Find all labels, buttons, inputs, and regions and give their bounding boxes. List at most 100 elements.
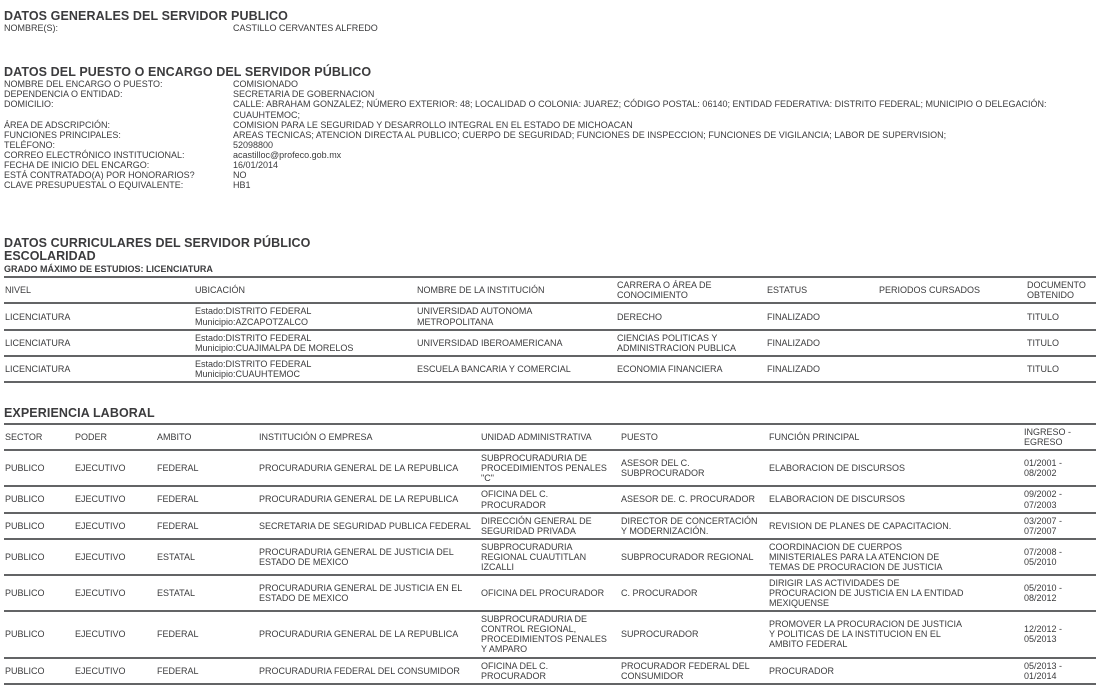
cell-ubicacion: Estado:DISTRITO FEDERAL Municipio:CUAUHT… [195,358,312,379]
cell-poder: EJECUTIVO [75,665,126,676]
experiencia-table: SECTOR PODER AMBITO INSTITUCIÓN O EMPRES… [4,423,1096,685]
cell-unidad: SUBPROCURADURIA DE PROCEDIMIENTOS PENALE… [481,453,607,484]
section-puesto-title: DATOS DEL PUESTO O ENCARGO DEL SERVIDOR … [4,65,372,80]
table-row: PUBLICO EJECUTIVO FEDERAL PROCURADURIA G… [4,450,1096,486]
col-header-ingreso-egreso: INGRESO - EGRESO [1024,427,1072,448]
escolaridad-table: NIVEL UBICACIÓN NOMBRE DE LA INSTITUCIÓN… [4,276,1096,383]
cell-puesto: ASESOR DEL C. SUBPROCURADOR [621,458,705,479]
field-label: CORREO ELECTRÓNICO INSTITUCIONAL: [4,149,185,160]
col-header-ubicacion: UBICACIÓN [195,285,246,296]
col-header-nivel: NIVEL [5,285,32,296]
cell-poder: EJECUTIVO [75,551,126,562]
cell-unidad: OFICINA DEL PROCURADOR [481,588,605,599]
field-label: ÁREA DE ADSCRIPCIÓN: [4,119,111,130]
cell-documento: TITULO [1027,363,1060,374]
cell-carrera: CIENCIAS POLITICAS Y ADMINISTRACION PUBL… [617,332,737,353]
col-header-ambito: AMBITO [157,432,192,443]
cell-funcion: ELABORACION DE DISCURSOS [769,463,906,474]
cell-ambito: FEDERAL [157,463,199,474]
cell-sector: PUBLICO [5,494,45,505]
col-header-institucion: NOMBRE DE LA INSTITUCIÓN [417,285,545,296]
cell-unidad: OFICINA DEL C. PROCURADOR [481,660,549,681]
field-label: ESTÁ CONTRATADO(A) POR HONORARIOS? [4,170,195,181]
field-value: AREAS TECNICAS; ATENCION DIRECTA AL PUBL… [233,129,947,140]
table-row: PUBLICO EJECUTIVO FEDERAL PROCURADURIA G… [4,486,1096,512]
cell-nivel: LICENCIATURA [5,363,71,374]
escolaridad-subtitle: ESCOLARIDAD [4,249,96,264]
cell-institucion: PROCURADURIA GENERAL DE JUSTICIA EN EL E… [259,583,462,604]
field-value: NO [233,170,247,181]
cell-unidad: SUBPROCURADURIA REGIONAL CUAUTITLAN IZCA… [481,541,587,572]
cell-periodos [878,303,1026,329]
cell-sector: PUBLICO [5,588,45,599]
table-row: LICENCIATURA Estado:DISTRITO FEDERAL Mun… [4,303,1096,329]
cell-fechas: 05/2013 - 01/2014 [1024,660,1063,681]
cell-periodos [878,356,1026,382]
cell-documento: TITULO [1027,337,1060,348]
col-header-documento: DOCUMENTO OBTENIDO [1027,280,1086,301]
cell-nivel: LICENCIATURA [5,311,71,322]
col-header-unidad: UNIDAD ADMINISTRATIVA [481,432,592,443]
cell-fechas: 09/2002 - 07/2003 [1024,489,1063,510]
field-row-adscripcion: ÁREA DE ADSCRIPCIÓN: COMISION PARA LE SE… [4,120,1096,130]
cell-funcion: PROCURADOR [769,665,835,676]
col-header-estatus: ESTATUS [767,285,808,296]
cell-poder: EJECUTIVO [75,463,126,474]
cell-sector: PUBLICO [5,551,45,562]
cell-institucion: UNIVERSIDAD IBEROAMERICANA [417,337,563,348]
table-row: LICENCIATURA Estado:DISTRITO FEDERAL Mun… [4,329,1096,356]
section-puesto: DATOS DEL PUESTO O ENCARGO DEL SERVIDOR … [4,65,1096,191]
cell-periodos [878,330,1026,356]
col-header-periodos: PERIODOS CURSADOS [879,285,981,296]
cell-fechas: 01/2001 - 08/2002 [1024,458,1063,479]
cell-institucion: ESCUELA BANCARIA Y COMERCIAL [417,363,571,374]
cell-ambito: FEDERAL [157,494,199,505]
cell-institucion: SECRETARIA DE SEGURIDAD PUBLICA FEDERAL [259,520,471,531]
escolaridad-header-row: NIVEL UBICACIÓN NOMBRE DE LA INSTITUCIÓN… [4,277,1096,303]
cell-ambito: FEDERAL [157,629,199,640]
table-row: PUBLICO EJECUTIVO FEDERAL SECRETARIA DE … [4,512,1096,539]
cell-carrera: ECONOMIA FINANCIERA [617,363,723,374]
col-header-sector: SECTOR [5,432,43,443]
cell-institucion: PROCURADURIA FEDERAL DEL CONSUMIDOR [259,665,460,676]
cell-institucion: PROCURADURIA GENERAL DE LA REPUBLICA [259,463,459,474]
cell-poder: EJECUTIVO [75,494,126,505]
section-general: DATOS GENERALES DEL SERVIDOR PUBLICO NOM… [4,9,1096,33]
cell-ambito: ESTATAL [157,551,196,562]
col-header-carrera: CARRERA O ÁREA DE CONOCIMIENTO [617,280,712,301]
field-row-correo: CORREO ELECTRÓNICO INSTITUCIONAL: acasti… [4,150,1096,160]
col-header-puesto: PUESTO [621,432,658,443]
field-label: CLAVE PRESUPUESTAL O EQUIVALENTE: [4,180,184,191]
section-curriculares-title: DATOS CURRICULARES DEL SERVIDOR PÚBLICO [4,236,311,251]
cell-documento: TITULO [1027,311,1060,322]
col-header-funcion: FUNCIÓN PRINCIPAL [769,432,860,443]
field-row-telefono: TELÉFONO: 52098800 [4,140,1096,150]
field-label: FUNCIONES PRINCIPALES: [4,129,121,140]
field-value: COMISION PARA LE SEGURIDAD Y DESARROLLO … [233,119,633,130]
cell-unidad: DIRECCIÓN GENERAL DE SEGURIDAD PRIVADA [481,515,592,536]
cell-poder: EJECUTIVO [75,588,126,599]
field-value: COMISIONADO [233,79,299,90]
field-value: SECRETARIA DE GOBERNACION [233,89,375,100]
cell-funcion: REVISION DE PLANES DE CAPACITACION. [769,520,952,531]
field-row-encargo: NOMBRE DEL ENCARGO O PUESTO: COMISIONADO [4,79,1096,89]
cell-puesto: C. PROCURADOR [621,588,698,599]
field-row-honorarios: ESTÁ CONTRATADO(A) POR HONORARIOS? NO [4,170,1096,180]
cell-fechas: 05/2010 - 08/2012 [1024,583,1063,604]
field-row-dependencia: DEPENDENCIA O ENTIDAD: SECRETARIA DE GOB… [4,89,1096,99]
field-row-fecha-inicio: FECHA DE INICIO DEL ENCARGO: 16/01/2014 [4,160,1096,170]
cell-estatus: FINALIZADO [767,337,821,348]
field-label: DEPENDENCIA O ENTIDAD: [4,89,123,100]
cell-poder: EJECUTIVO [75,629,126,640]
field-label: NOMBRE DEL ENCARGO O PUESTO: [4,79,163,90]
cell-fechas: 12/2012 - 05/2013 [1024,624,1063,645]
col-header-institucion-empresa: INSTITUCIÓN O EMPRESA [259,432,373,443]
table-row: PUBLICO EJECUTIVO ESTATAL PROCURADURIA G… [4,575,1096,611]
cell-carrera: DERECHO [617,311,663,322]
cell-institucion: PROCURADURIA GENERAL DE LA REPUBLICA [259,494,459,505]
cell-sector: PUBLICO [5,629,45,640]
section-curriculares: DATOS CURRICULARES DEL SERVIDOR PÚBLICO … [4,237,1096,383]
table-row: PUBLICO EJECUTIVO ESTATAL PROCURADURIA G… [4,538,1096,575]
field-value: 52098800 [233,139,274,150]
